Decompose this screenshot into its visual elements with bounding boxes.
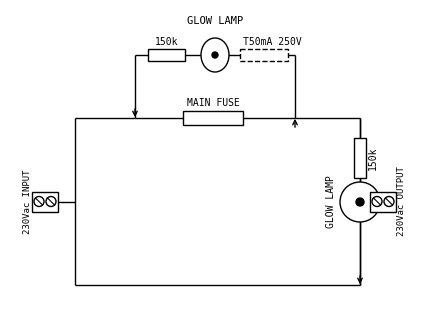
- Text: 230Vac INPUT: 230Vac INPUT: [22, 169, 31, 234]
- Circle shape: [46, 196, 56, 206]
- Circle shape: [212, 52, 218, 58]
- Text: 150k: 150k: [368, 146, 378, 170]
- Circle shape: [340, 182, 380, 222]
- Text: GLOW LAMP: GLOW LAMP: [326, 175, 336, 228]
- Bar: [370, 192, 396, 212]
- Text: 150k: 150k: [155, 37, 178, 47]
- Circle shape: [356, 198, 364, 206]
- Text: T50mA 250V: T50mA 250V: [243, 37, 302, 47]
- Text: 230Vac OUTPUT: 230Vac OUTPUT: [397, 166, 406, 236]
- Bar: [354, 138, 366, 178]
- Bar: [148, 49, 185, 61]
- Circle shape: [372, 196, 382, 206]
- Text: MAIN FUSE: MAIN FUSE: [187, 98, 240, 108]
- Circle shape: [34, 196, 44, 206]
- Text: GLOW LAMP: GLOW LAMP: [187, 16, 243, 26]
- Circle shape: [384, 196, 394, 206]
- Bar: [183, 111, 243, 125]
- Bar: [32, 192, 58, 212]
- Ellipse shape: [201, 38, 229, 72]
- Bar: [240, 49, 288, 61]
